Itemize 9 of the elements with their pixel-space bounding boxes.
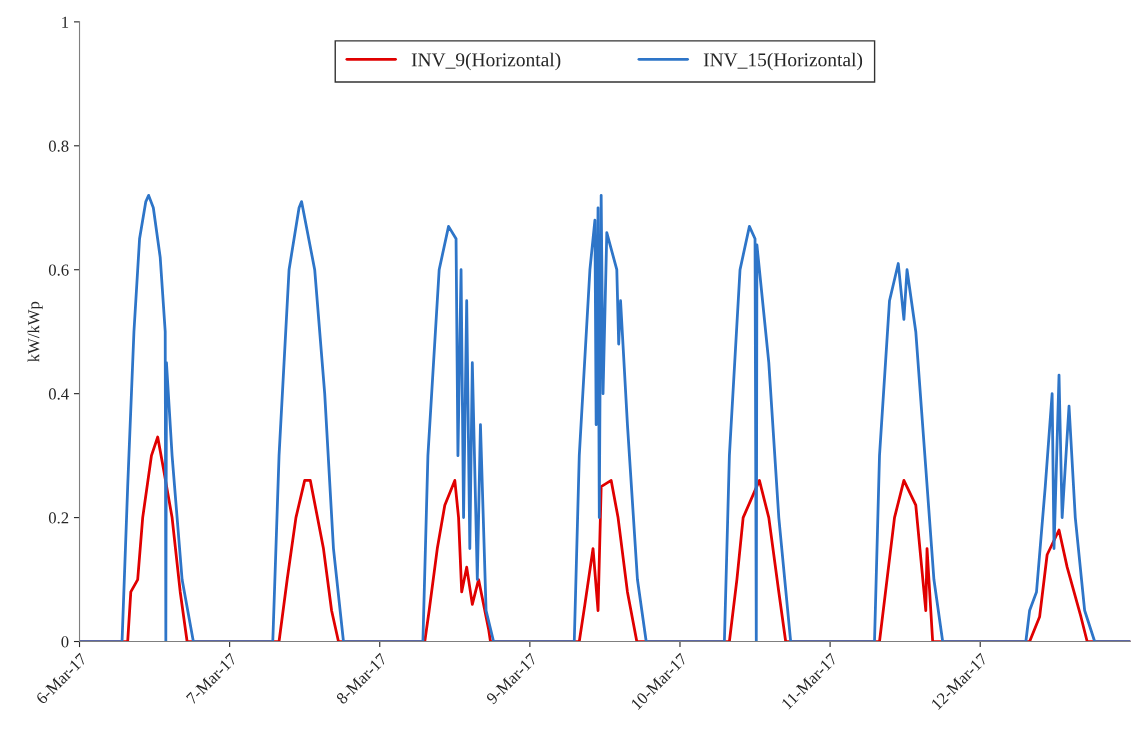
legend-label: INV_9(Horizontal) [411, 52, 561, 71]
y-tick-label: 0.4 [48, 388, 69, 400]
y-axis-title: kW/kWp [27, 301, 43, 362]
legend-label: INV_15(Horizontal) [703, 52, 863, 71]
y-tick-label: 1 [62, 16, 69, 28]
y-tick-label: 0.6 [48, 264, 69, 276]
y-tick-label: 0.8 [48, 140, 69, 152]
y-tick-label: 0 [61, 636, 69, 648]
y-tick-label: 0.2 [48, 512, 69, 524]
